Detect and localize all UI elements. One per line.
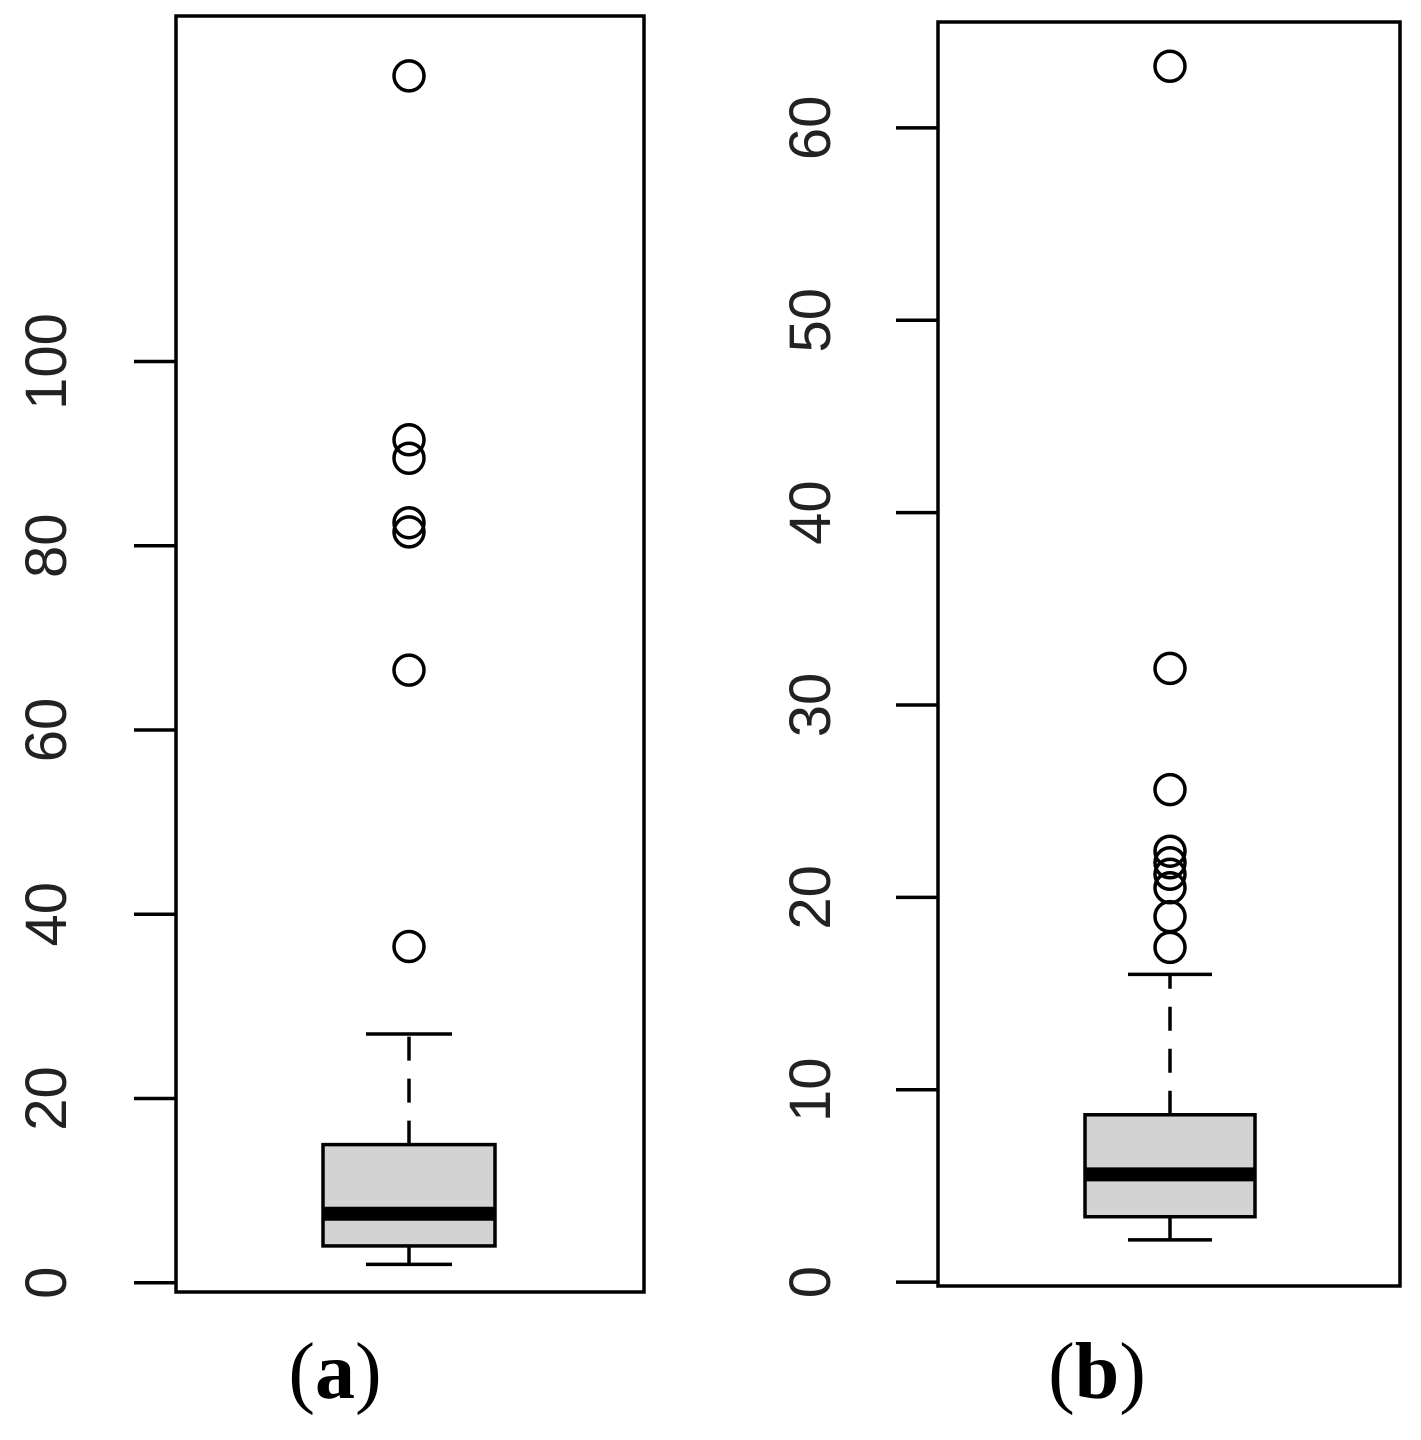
panel-a-outlier-point xyxy=(392,653,426,687)
panel-a: 0 20 40 60 80 100 xyxy=(14,14,646,1299)
panel-b-y-tick-label: 40 xyxy=(778,480,843,545)
panel-b-outlier-point xyxy=(1153,772,1187,807)
panel-b-label: (b) xyxy=(1048,1328,1146,1416)
panel-a-outlier-point xyxy=(392,929,426,964)
panel-b-y-tick-label: 0 xyxy=(778,1266,843,1298)
panel-a-y-tick-label: 20 xyxy=(14,1066,79,1131)
panel-b-y-tick-label: 30 xyxy=(778,673,843,738)
panel-b-y-tick-label: 60 xyxy=(778,96,843,161)
panel-a-label: (a) xyxy=(288,1328,381,1416)
panel-a-y-tick-label: 0 xyxy=(14,1267,79,1299)
panel-b: 0 10 20 30 40 50 60 xyxy=(778,20,1402,1298)
panel-b-y-tick-label: 50 xyxy=(778,288,843,353)
panel-a-outlier-point xyxy=(392,59,426,93)
panel-b-box xyxy=(1083,1113,1257,1219)
panel-a-outlier-point xyxy=(392,505,426,540)
panel-a-box xyxy=(321,1142,497,1248)
panel-a-y-tick-label: 40 xyxy=(14,882,79,947)
panel-a-outlier-point xyxy=(392,423,426,457)
panel-b-outlier-point xyxy=(1153,49,1187,83)
panel-b-outlier-point xyxy=(1153,857,1187,892)
panel-a-y-tick-label: 60 xyxy=(14,698,79,763)
panel-b-outlier-point xyxy=(1153,871,1187,905)
panel-a-outlier-point xyxy=(392,515,426,549)
panel-b-outlier-point xyxy=(1153,930,1187,965)
panel-b-outlier-point xyxy=(1153,651,1187,686)
panel-a-plot-frame xyxy=(174,14,646,1294)
panel-b-y-tick-label: 20 xyxy=(778,865,843,930)
panel-a-y-tick-label: 100 xyxy=(14,313,79,410)
panel-a-y-tick-label: 80 xyxy=(14,513,79,578)
panel-b-outlier-point xyxy=(1153,899,1187,934)
panel-a-outlier-point xyxy=(392,441,426,475)
panel-b-outlier-point xyxy=(1153,834,1187,868)
panel-b-y-tick-label: 10 xyxy=(778,1058,843,1123)
panel-b-outlier-point xyxy=(1153,845,1187,880)
panel-b-plot-frame xyxy=(936,20,1402,1288)
